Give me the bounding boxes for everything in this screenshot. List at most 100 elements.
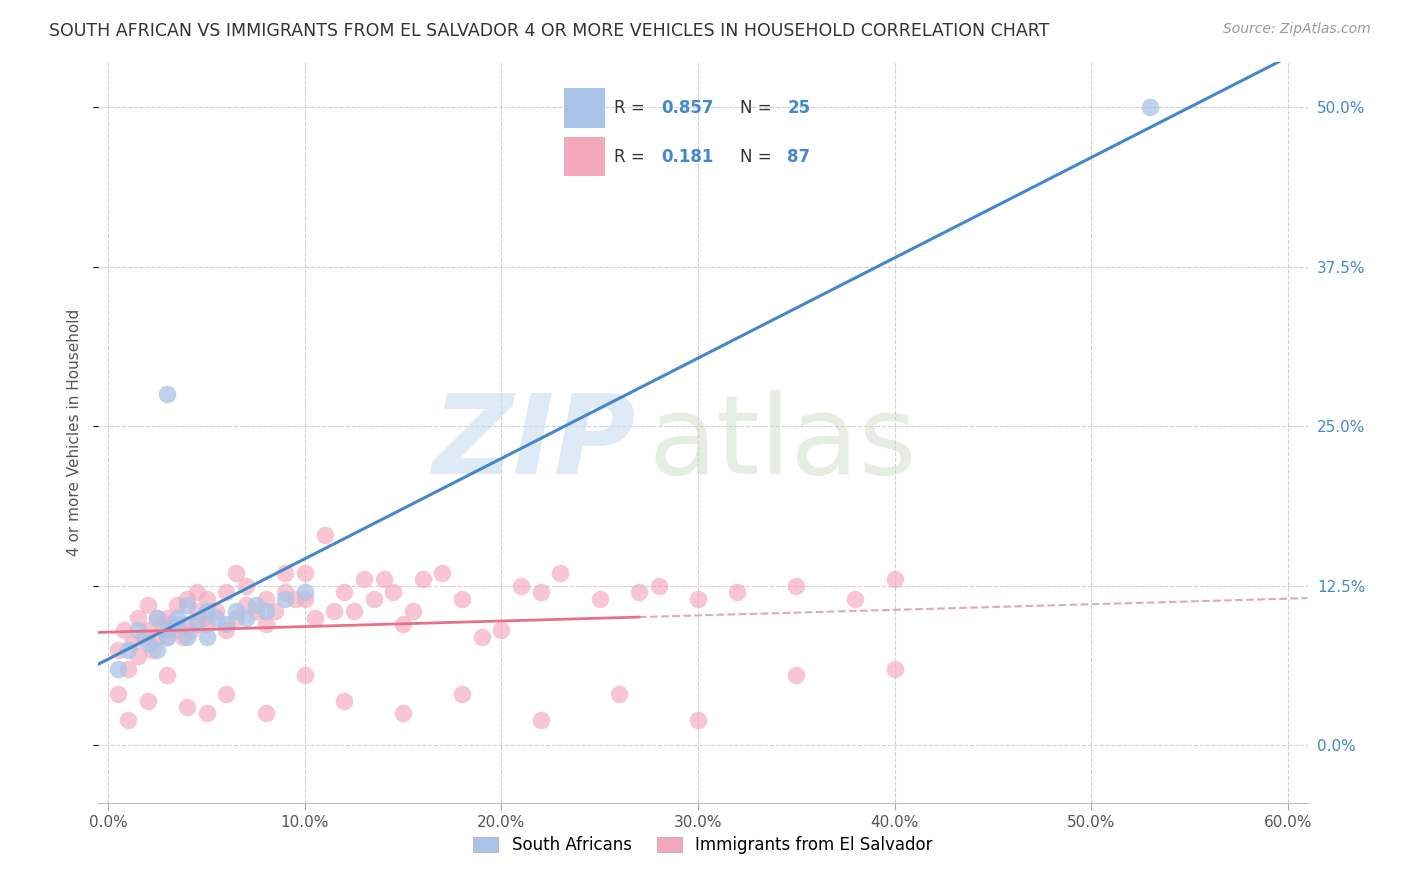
Point (166, 598, 188, 612)
Point (225, 610, 247, 624)
Point (156, 630, 179, 644)
Point (412, 573, 434, 587)
Point (510, 579, 533, 593)
Point (392, 617, 415, 632)
Point (363, 591, 385, 606)
Point (254, 706, 277, 721)
Point (146, 610, 169, 624)
Point (550, 566, 572, 580)
Point (176, 617, 198, 632)
Point (314, 527, 336, 541)
Point (264, 604, 287, 618)
Point (117, 642, 139, 657)
Point (609, 687, 631, 701)
Point (1139, 100, 1161, 114)
Point (127, 624, 149, 638)
Point (186, 617, 208, 632)
Point (294, 591, 316, 606)
Point (215, 687, 238, 701)
Point (333, 585, 356, 599)
Point (186, 585, 208, 599)
Point (195, 604, 218, 618)
Point (166, 617, 188, 632)
Point (589, 591, 612, 606)
Point (191, 610, 214, 624)
Point (530, 585, 553, 599)
Point (156, 610, 179, 624)
Point (215, 624, 238, 638)
Point (353, 573, 375, 587)
Point (172, 630, 194, 644)
Point (176, 591, 198, 606)
Point (883, 573, 905, 587)
Point (146, 642, 169, 657)
Point (205, 604, 228, 618)
Point (274, 591, 297, 606)
Point (225, 604, 247, 618)
Point (136, 598, 159, 612)
Point (117, 662, 139, 676)
Point (648, 579, 671, 593)
Point (245, 604, 267, 618)
Point (127, 648, 149, 663)
Point (195, 706, 218, 721)
Point (112, 624, 135, 638)
Point (294, 668, 316, 682)
Point (152, 617, 174, 632)
Text: Source: ZipAtlas.com: Source: ZipAtlas.com (1223, 22, 1371, 37)
Point (176, 598, 198, 612)
Point (225, 566, 247, 580)
Point (382, 585, 405, 599)
Point (180, 624, 202, 638)
Point (176, 630, 198, 644)
Point (844, 591, 866, 606)
Point (530, 713, 553, 727)
Text: SOUTH AFRICAN VS IMMIGRANTS FROM EL SALVADOR 4 OR MORE VEHICLES IN HOUSEHOLD COR: SOUTH AFRICAN VS IMMIGRANTS FROM EL SALV… (49, 22, 1050, 40)
Point (688, 713, 710, 727)
Point (451, 591, 474, 606)
Point (136, 636, 159, 650)
Point (195, 617, 218, 632)
Point (323, 604, 346, 618)
Point (471, 630, 494, 644)
Point (107, 687, 129, 701)
Point (392, 706, 415, 721)
Point (132, 630, 155, 644)
Point (186, 604, 208, 618)
Point (725, 585, 748, 599)
Point (304, 610, 326, 624)
Point (491, 624, 513, 638)
Point (146, 630, 169, 644)
Point (141, 642, 163, 657)
Point (176, 700, 198, 714)
Point (628, 585, 651, 599)
Point (373, 573, 395, 587)
Point (254, 617, 277, 632)
Point (107, 642, 129, 657)
Point (166, 624, 188, 638)
Point (284, 591, 307, 606)
Point (127, 610, 149, 624)
Text: ZIP: ZIP (433, 390, 637, 497)
Point (883, 662, 905, 676)
Legend: South Africans, Immigrants from El Salvador: South Africans, Immigrants from El Salva… (467, 830, 939, 861)
Point (294, 585, 316, 599)
Point (156, 387, 179, 401)
Point (274, 585, 297, 599)
Point (254, 591, 277, 606)
Point (156, 668, 179, 682)
Point (333, 694, 356, 708)
Point (235, 579, 257, 593)
Point (205, 610, 228, 624)
Point (254, 604, 277, 618)
Point (785, 579, 807, 593)
Point (195, 591, 218, 606)
Point (785, 668, 807, 682)
Point (235, 610, 257, 624)
Text: atlas: atlas (648, 390, 917, 497)
Point (107, 662, 129, 676)
Point (156, 630, 179, 644)
Point (195, 630, 218, 644)
Point (432, 566, 454, 580)
Point (451, 687, 474, 701)
